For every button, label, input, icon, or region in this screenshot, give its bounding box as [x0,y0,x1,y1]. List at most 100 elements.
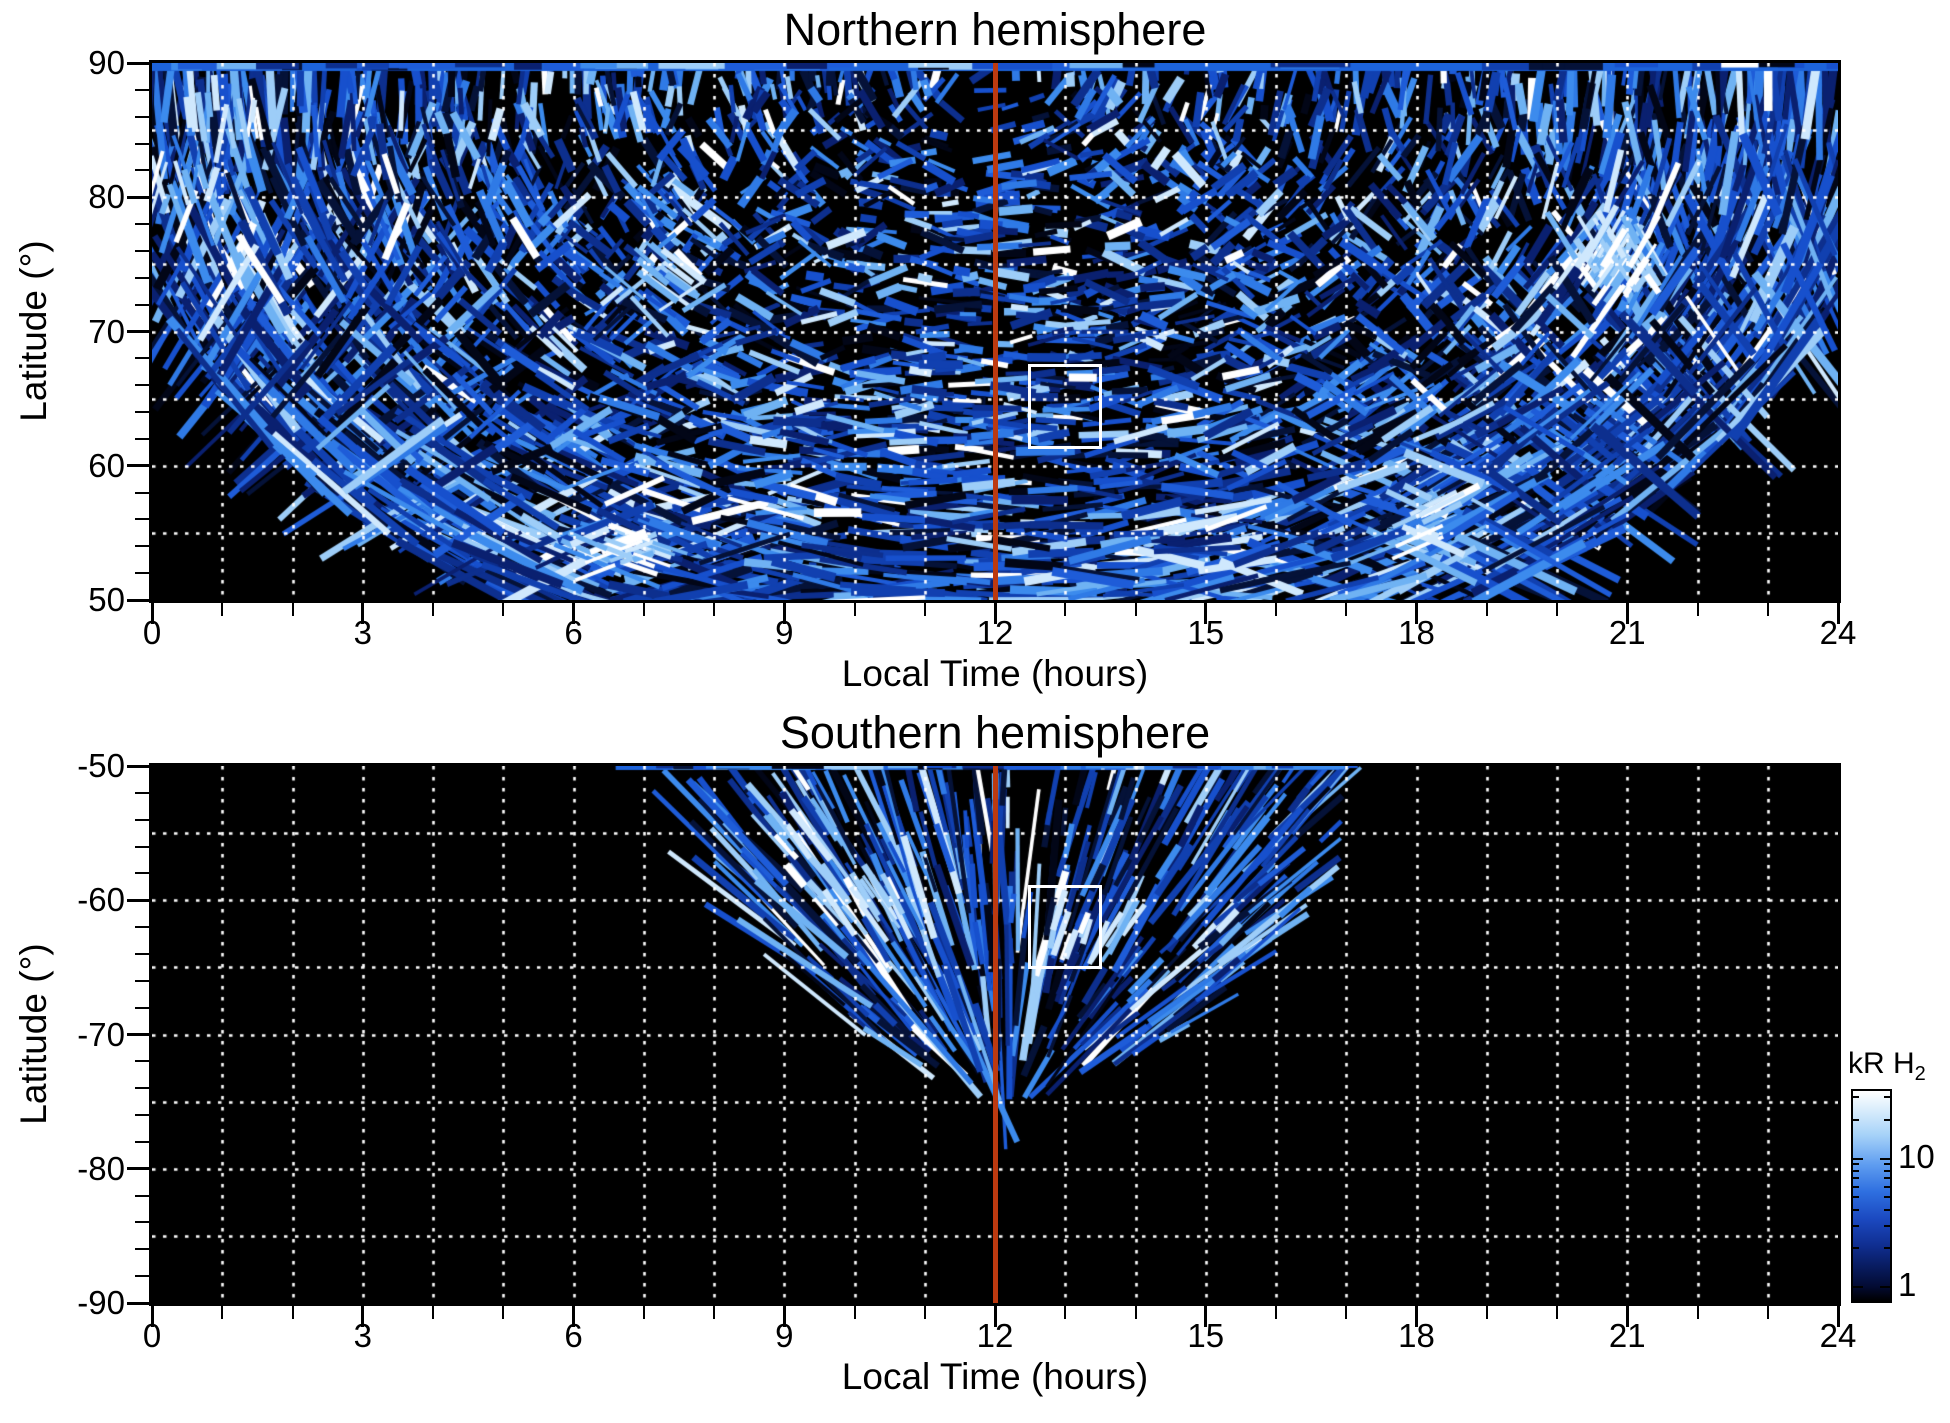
x-tick-label: 18 [1398,614,1435,651]
y-major-tick [127,61,149,65]
x-major-tick [782,603,786,624]
y-minor-tick [135,384,149,387]
x-minor-tick [1485,603,1488,616]
y-minor-tick [135,1248,149,1251]
x-major-tick [1836,603,1840,624]
x-major-tick [1204,603,1208,624]
colorbar-minor-tick [1853,1247,1859,1250]
y-minor-tick [135,979,149,982]
y-tick-label: -80 [77,1149,125,1187]
y-minor-tick [135,926,149,929]
x-minor-tick [291,1306,294,1319]
x-major-tick [1204,1306,1208,1327]
y-minor-tick [135,845,149,848]
y-major-tick [127,898,149,902]
y-minor-tick [135,411,149,414]
y-major-tick [127,764,149,768]
colorbar-minor-tick [1884,1163,1890,1166]
y-minor-tick [135,1114,149,1117]
x-minor-tick [1134,603,1137,616]
y-minor-tick [135,357,149,360]
y-major-tick [127,330,149,333]
colorbar-minor-tick [1853,1208,1859,1211]
y-minor-tick [135,303,149,306]
x-minor-tick [1064,603,1067,616]
x-tick-label: 15 [1187,1317,1225,1354]
y-minor-tick [135,952,149,955]
colorbar-major-tick [1880,1157,1890,1160]
x-minor-tick [1556,1306,1558,1319]
colorbar-minor-tick [1884,1208,1890,1211]
x-tick-label: 12 [976,614,1014,651]
x-major-tick [150,603,154,624]
y-minor-tick [135,818,149,821]
x-minor-tick [1345,603,1348,616]
colorbar-minor-tick [1884,1186,1890,1189]
x-tick-label: 21 [1608,1317,1646,1354]
colorbar-major-tick [1853,1286,1863,1289]
x-minor-tick [221,1306,224,1319]
y-minor-tick [135,1194,149,1197]
y-tick-label: -90 [77,1284,125,1321]
colorbar-major-tick [1880,1286,1890,1289]
colorbar-minor-tick [1853,1177,1859,1180]
y-tick-label: -50 [77,747,125,784]
x-tick-label: 6 [564,614,583,651]
x-minor-tick [923,1306,926,1319]
x-major-tick [1836,1306,1840,1327]
y-minor-tick [135,1140,149,1143]
x-minor-tick [1696,603,1699,616]
x-tick-label: 24 [1819,1317,1857,1354]
y-minor-tick [135,142,149,145]
colorbar-minor-tick [1853,1186,1859,1189]
colorbar-tick-label: 1 [1898,1266,1917,1304]
y-minor-tick [135,572,149,575]
x-minor-tick [291,603,294,616]
x-major-tick [361,1306,365,1327]
colorbar-label: kR H2 [1848,1047,1926,1085]
x-major-tick [1625,1306,1629,1327]
y-minor-tick [135,872,149,875]
south-panel-title: Southern hemisphere [779,707,1211,758]
colorbar-minor-tick [1853,1224,1859,1227]
colorbar-minor-tick [1853,1163,1859,1166]
y-minor-tick [135,791,149,794]
colorbar-minor-tick [1884,1169,1890,1172]
x-tick-label: 24 [1819,614,1857,651]
north-plot-area [149,60,1841,603]
y-major-tick [127,195,149,199]
x-minor-tick [713,1306,715,1319]
x-tick-label: 0 [142,1317,162,1354]
y-tick-label: 60 [88,446,125,484]
x-minor-tick [1766,603,1769,616]
x-minor-tick [1556,603,1558,616]
y-major-tick [127,1033,149,1036]
x-minor-tick [642,1306,645,1319]
x-minor-tick [923,603,926,616]
x-minor-tick [713,603,715,616]
colorbar-minor-tick [1884,1177,1890,1180]
y-minor-tick [135,491,149,494]
north-x-axis-label: Local Time (hours) [841,653,1149,694]
x-minor-tick [502,1306,505,1319]
y-minor-tick [135,437,149,440]
x-minor-tick [1134,1306,1137,1319]
y-tick-label: 80 [88,178,125,216]
y-minor-tick [135,518,149,521]
colorbar-minor-tick [1884,1224,1890,1227]
x-major-tick [150,1306,154,1327]
colorbar-minor-tick [1884,1096,1890,1099]
colorbar-minor-tick [1853,1118,1859,1121]
y-major-tick [127,1301,149,1305]
y-tick-label: 70 [88,312,125,350]
y-major-tick [127,598,149,602]
colorbar-minor-tick [1853,1096,1859,1099]
y-minor-tick [135,545,149,548]
x-minor-tick [642,603,645,616]
x-minor-tick [853,603,856,616]
x-major-tick [572,603,575,624]
x-tick-label: 9 [775,1317,794,1354]
x-minor-tick [1275,1306,1277,1319]
x-major-tick [1415,603,1418,624]
